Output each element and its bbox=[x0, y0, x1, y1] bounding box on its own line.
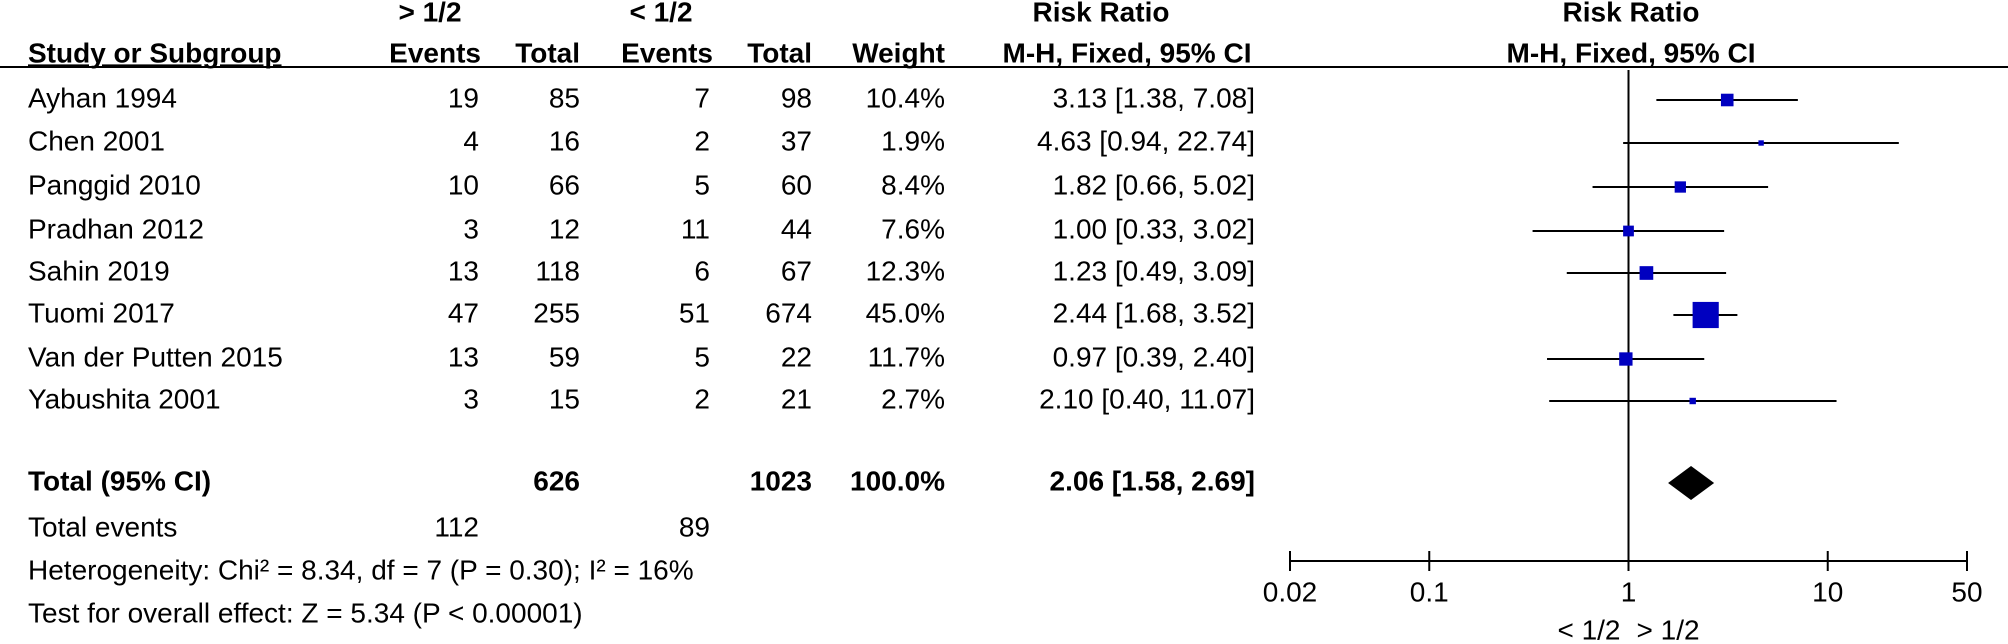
column-header: Events bbox=[389, 37, 481, 68]
favours-label: < 1/2 bbox=[1557, 614, 1620, 644]
weight: 12.3% bbox=[866, 255, 945, 286]
table-cell: 6 bbox=[694, 255, 710, 286]
table-cell: 255 bbox=[533, 297, 580, 328]
group-header: < 1/2 bbox=[629, 0, 692, 27]
total-events-label: Total events bbox=[28, 511, 177, 542]
table-cell: 2 bbox=[694, 125, 710, 156]
column-header: Study or Subgroup bbox=[28, 37, 282, 68]
table-cell: 19 bbox=[448, 82, 479, 113]
column-header: Events bbox=[621, 37, 713, 68]
weight: 1.9% bbox=[881, 125, 945, 156]
table-cell: 22 bbox=[781, 341, 812, 372]
table-cell: 10 bbox=[448, 169, 479, 200]
table-cell: 21 bbox=[781, 383, 812, 414]
table-cell: 16 bbox=[549, 125, 580, 156]
total-events: 112 bbox=[434, 511, 479, 542]
weight: 7.6% bbox=[881, 213, 945, 244]
x-tick-label: 0.1 bbox=[1410, 576, 1449, 607]
ci-label: 4.63 [0.94, 22.74] bbox=[1037, 125, 1255, 156]
ci-label: 0.97 [0.39, 2.40] bbox=[1053, 341, 1255, 372]
table-cell: 51 bbox=[679, 297, 710, 328]
study-name: Chen 2001 bbox=[28, 125, 165, 156]
total-events: 89 bbox=[679, 511, 710, 542]
heterogeneity: Heterogeneity: Chi² = 8.34, df = 7 (P = … bbox=[28, 554, 694, 585]
table-cell: 5 bbox=[694, 169, 710, 200]
column-header: Total bbox=[515, 37, 580, 68]
table-cell: 13 bbox=[448, 255, 479, 286]
table-cell: 66 bbox=[549, 169, 580, 200]
ci-label: 1.00 [0.33, 3.02] bbox=[1053, 213, 1255, 244]
effect-square bbox=[1758, 140, 1764, 146]
table-cell: 59 bbox=[549, 341, 580, 372]
effect-square bbox=[1692, 301, 1719, 329]
effect-title: Risk Ratio bbox=[1033, 0, 1170, 27]
study-name: Van der Putten 2015 bbox=[28, 341, 283, 372]
effect-square bbox=[1720, 93, 1734, 107]
total-cell: 1023 bbox=[750, 465, 812, 496]
table-cell: 37 bbox=[781, 125, 812, 156]
weight: 45.0% bbox=[866, 297, 945, 328]
total-diamond bbox=[1668, 466, 1715, 500]
overall-effect: Test for overall effect: Z = 5.34 (P < 0… bbox=[28, 597, 583, 628]
table-cell: 85 bbox=[549, 82, 580, 113]
table-cell: 674 bbox=[765, 297, 812, 328]
effect-square bbox=[1639, 266, 1654, 280]
plot-title: Risk Ratio bbox=[1563, 0, 1700, 27]
table-cell: 44 bbox=[781, 213, 812, 244]
table-cell: 5 bbox=[694, 341, 710, 372]
table-cell: 15 bbox=[549, 383, 580, 414]
weight: 10.4% bbox=[866, 82, 945, 113]
table-cell: 11 bbox=[681, 213, 710, 244]
favours-label: > 1/2 bbox=[1637, 614, 1700, 644]
table-cell: 13 bbox=[448, 341, 479, 372]
ci-label: 2.10 [0.40, 11.07] bbox=[1039, 383, 1255, 414]
study-name: Pradhan 2012 bbox=[28, 213, 204, 244]
weight: 11.7% bbox=[868, 341, 945, 372]
table-cell: 7 bbox=[694, 82, 710, 113]
x-tick-label: 50 bbox=[1951, 576, 1982, 607]
table-cell: 12 bbox=[549, 213, 580, 244]
column-header: Total bbox=[747, 37, 812, 68]
x-tick-label: 0.02 bbox=[1263, 576, 1318, 607]
effect-subtitle: M-H, Fixed, 95% CI bbox=[1003, 37, 1252, 68]
table-cell: 3 bbox=[463, 383, 479, 414]
x-tick-label: 1 bbox=[1621, 576, 1637, 607]
study-name: Tuomi 2017 bbox=[28, 297, 175, 328]
effect-square bbox=[1689, 397, 1696, 405]
ci-label: 3.13 [1.38, 7.08] bbox=[1053, 82, 1255, 113]
effect-square bbox=[1619, 352, 1633, 366]
total-weight: 100.0% bbox=[850, 465, 945, 496]
effect-square bbox=[1674, 181, 1686, 193]
study-name: Panggid 2010 bbox=[28, 169, 201, 200]
table-cell: 67 bbox=[781, 255, 812, 286]
table-cell: 2 bbox=[694, 383, 710, 414]
total-name: Total (95% CI) bbox=[28, 465, 211, 496]
study-name: Yabushita 2001 bbox=[28, 383, 221, 414]
total-ci-label: 2.06 [1.58, 2.69] bbox=[1050, 465, 1255, 496]
study-name: Sahin 2019 bbox=[28, 255, 170, 286]
study-name: Ayhan 1994 bbox=[28, 82, 177, 113]
table-cell: 98 bbox=[781, 82, 812, 113]
weight: 8.4% bbox=[881, 169, 945, 200]
group-header: > 1/2 bbox=[398, 0, 461, 27]
effect-square bbox=[1623, 225, 1634, 237]
table-cell: 3 bbox=[463, 213, 479, 244]
ci-label: 1.82 [0.66, 5.02] bbox=[1053, 169, 1255, 200]
x-tick-label: 10 bbox=[1812, 576, 1843, 607]
total-cell: 626 bbox=[533, 465, 580, 496]
table-cell: 60 bbox=[781, 169, 812, 200]
table-cell: 47 bbox=[448, 297, 479, 328]
plot-subtitle: M-H, Fixed, 95% CI bbox=[1507, 37, 1756, 68]
weight: 2.7% bbox=[881, 383, 945, 414]
ci-label: 1.23 [0.49, 3.09] bbox=[1053, 255, 1255, 286]
ci-label: 2.44 [1.68, 3.52] bbox=[1053, 297, 1255, 328]
column-header: Weight bbox=[852, 37, 945, 68]
table-cell: 118 bbox=[535, 255, 580, 286]
table-cell: 4 bbox=[463, 125, 479, 156]
